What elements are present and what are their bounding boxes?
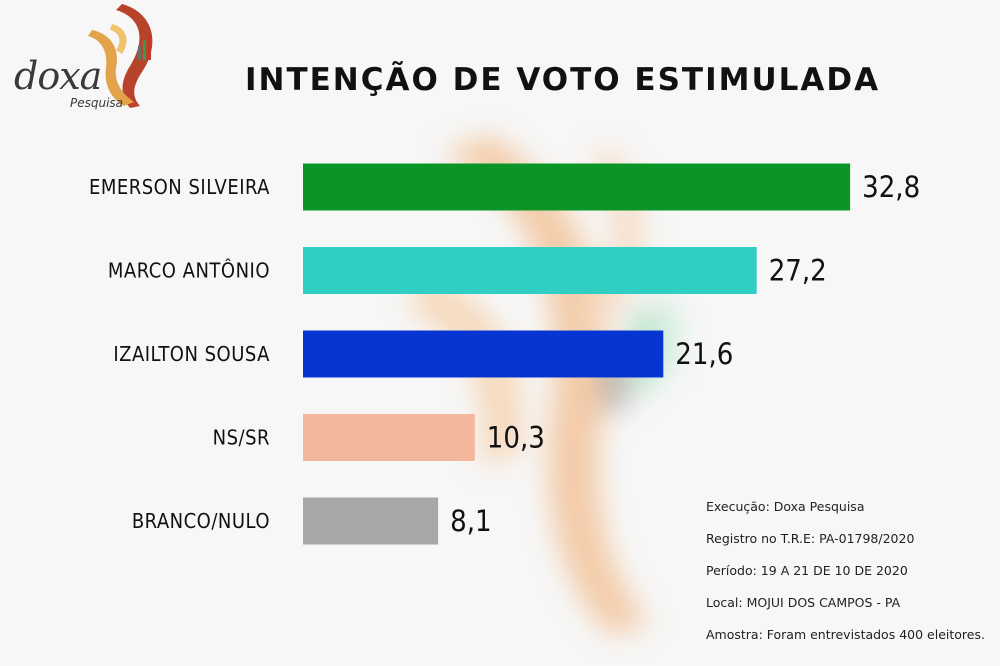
- bar-marco-antonio: [303, 247, 757, 294]
- bar-branco-nulo: [303, 497, 439, 545]
- value-label-marco-antonio: 27,2: [769, 254, 827, 288]
- category-label-izailton-sousa: IZAILTON SOUSA: [113, 342, 270, 366]
- doxa-logo: doxa Pesquisa: [12, 2, 162, 114]
- info-local: Local: MOJUI DOS CAMPOS - PA: [706, 595, 901, 610]
- chart-title: INTENÇÃO DE VOTO ESTIMULADA: [245, 62, 881, 98]
- category-label-branco-nulo: BRANCO/NULO: [132, 509, 270, 533]
- survey-info: Execução: Doxa Pesquisa Registro no T.R.…: [706, 498, 985, 658]
- logo-wordmark: doxa: [14, 54, 102, 98]
- info-registro: Registro no T.R.E: PA-01798/2020: [706, 531, 915, 546]
- info-execucao: Execução: Doxa Pesquisa: [706, 499, 865, 514]
- logo-subtitle: Pesquisa: [70, 96, 124, 110]
- doxa-logo-emblem-icon: [88, 4, 153, 108]
- bar-emerson-silveira: [303, 163, 851, 211]
- info-amostra: Amostra: Foram entrevistados 400 eleitor…: [706, 627, 985, 642]
- value-label-ns-sr: 10,3: [487, 421, 545, 455]
- info-periodo: Período: 19 A 21 DE 10 DE 2020: [706, 563, 908, 578]
- value-label-branco-nulo: 8,1: [450, 504, 491, 538]
- value-label-emerson-silveira: 32,8: [862, 170, 920, 204]
- value-label-izailton-sousa: 21,6: [675, 337, 733, 371]
- bar-izailton-sousa: [303, 330, 664, 378]
- category-label-marco-antonio: MARCO ANTÔNIO: [108, 259, 270, 283]
- category-label-ns-sr: NS/SR: [213, 426, 270, 450]
- bar-ns-sr: [303, 414, 475, 461]
- category-label-emerson-silveira: EMERSON SILVEIRA: [89, 175, 270, 199]
